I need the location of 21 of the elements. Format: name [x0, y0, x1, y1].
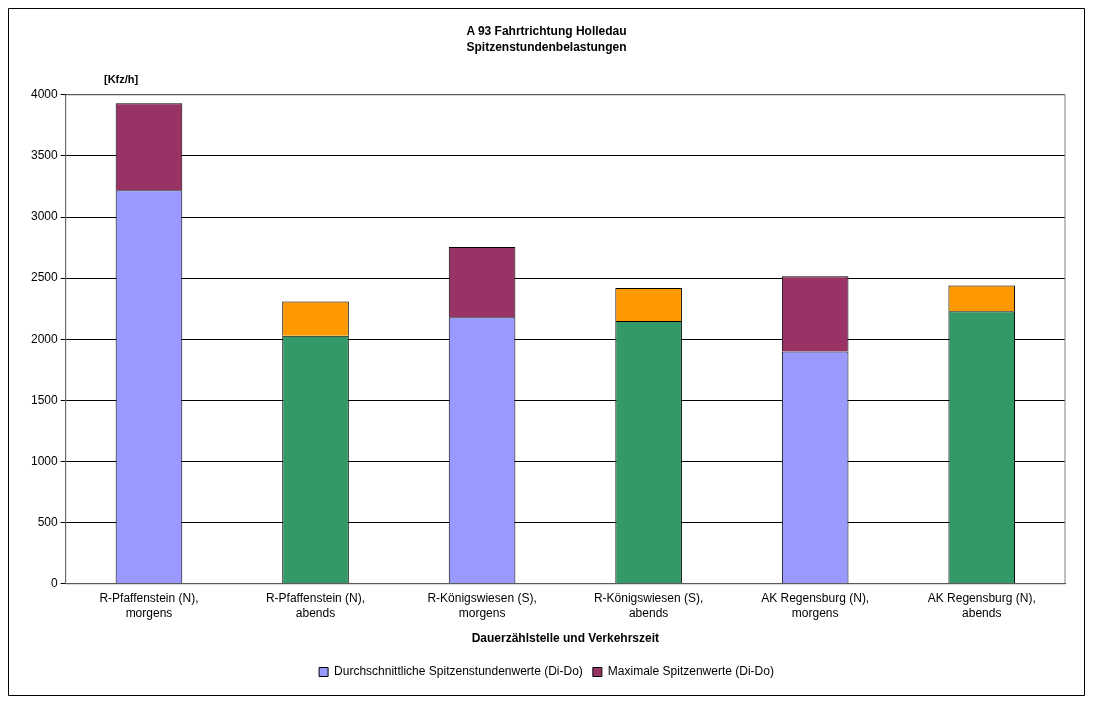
x-tick-label: AK Regensburg (N), abends [927, 591, 1036, 620]
x-tick-label: R-Königswiesen (S), abends [593, 591, 704, 620]
y-tick-label: 1500 [30, 392, 59, 407]
legend-label: Maximale Spitzenwerte (Di-Do) [607, 664, 774, 679]
chart-title: A 93 Fahrtrichtung Holledau [466, 23, 627, 38]
x-tick-label: R-Pfaffenstein (N), morgens [99, 591, 199, 620]
x-axis-title: Dauerzählstelle und Verkehrszeit [471, 631, 660, 646]
y-tick-label: 0 [51, 576, 59, 591]
x-tick-label: R-Königswiesen (S), morgens [427, 591, 537, 620]
y-tick-label: 2000 [30, 331, 59, 346]
y-axis-title: [Kfz/h] [104, 73, 139, 86]
y-tick-label: 2500 [30, 270, 59, 285]
legend-label: Durchschnittliche Spitzenstundenwerte (Di-Do) [334, 664, 583, 679]
y-tick-label: 1000 [30, 453, 59, 468]
x-tick-label: AK Regensburg (N), morgens [761, 591, 870, 620]
y-tick-label: 3000 [30, 209, 59, 224]
chart-subtitle: Spitzenstundenbelastungen [466, 39, 627, 54]
y-tick-label: 500 [37, 514, 59, 529]
y-tick-label: 4000 [30, 87, 59, 102]
x-tick-label: R-Pfaffenstein (N), abends [265, 591, 366, 620]
y-tick-label: 3500 [30, 148, 59, 163]
